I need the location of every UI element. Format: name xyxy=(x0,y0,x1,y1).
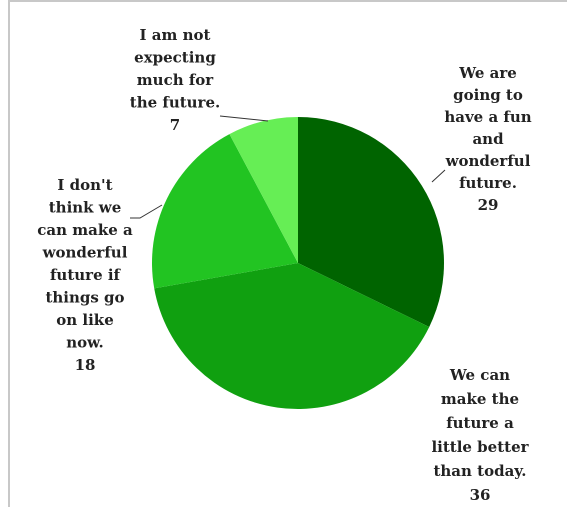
pie-slice-0 xyxy=(298,117,445,328)
leader-line-2 xyxy=(130,204,163,219)
slice-label-1: We can make the future a little better than … xyxy=(431,366,529,504)
leader-line-3 xyxy=(219,115,269,122)
leader-line-0 xyxy=(431,169,446,183)
pie-slice-1 xyxy=(154,263,430,409)
slice-label-0: We are going to have a fun and wonderful futu… xyxy=(444,64,531,214)
slice-label-3: I am not expecting much for the future. 7 xyxy=(130,26,220,134)
slice-label-2: I don't think we can make a wonderful future… xyxy=(37,176,133,374)
pie-slice-2 xyxy=(151,134,298,289)
pie-slice-3 xyxy=(229,117,298,263)
